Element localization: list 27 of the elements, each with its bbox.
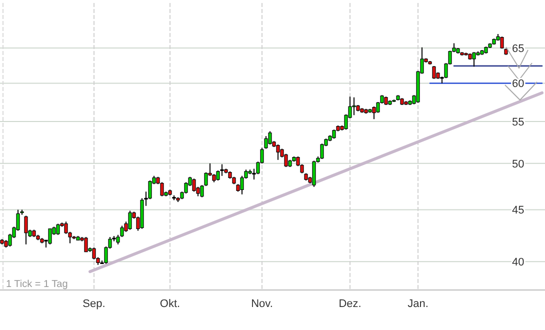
candlestick — [56, 223, 60, 236]
y-tick-label: 55 — [512, 116, 524, 128]
candlestick — [312, 160, 316, 188]
annotation: 1 Tick = 1 Tag — [6, 279, 68, 290]
candlestick — [24, 215, 28, 245]
candlestick — [128, 210, 132, 230]
candlestick — [500, 36, 504, 50]
candlestick — [268, 130, 272, 145]
y-tick-label: 45 — [512, 204, 524, 217]
candlestick — [372, 106, 376, 120]
candlestick — [48, 228, 52, 245]
x-tick-label: Nov. — [251, 298, 273, 310]
candlestick — [220, 164, 224, 176]
y-tick-label: 40 — [512, 256, 524, 268]
candlestick — [84, 236, 88, 252]
x-tick-label: Sep. — [82, 298, 106, 310]
candlestick — [192, 178, 196, 192]
candlestick — [352, 96, 356, 116]
x-tick-label: Dez. — [338, 298, 362, 310]
candlestick — [332, 129, 336, 140]
x-tick-label: Jan. — [408, 298, 428, 310]
candlestick — [276, 144, 280, 160]
x-tick-label: Okt. — [160, 298, 180, 310]
candlestick — [432, 65, 436, 80]
candlestick — [472, 52, 476, 68]
y-tick-label: 65 — [512, 42, 524, 55]
y-tick-label: 50 — [512, 158, 524, 170]
